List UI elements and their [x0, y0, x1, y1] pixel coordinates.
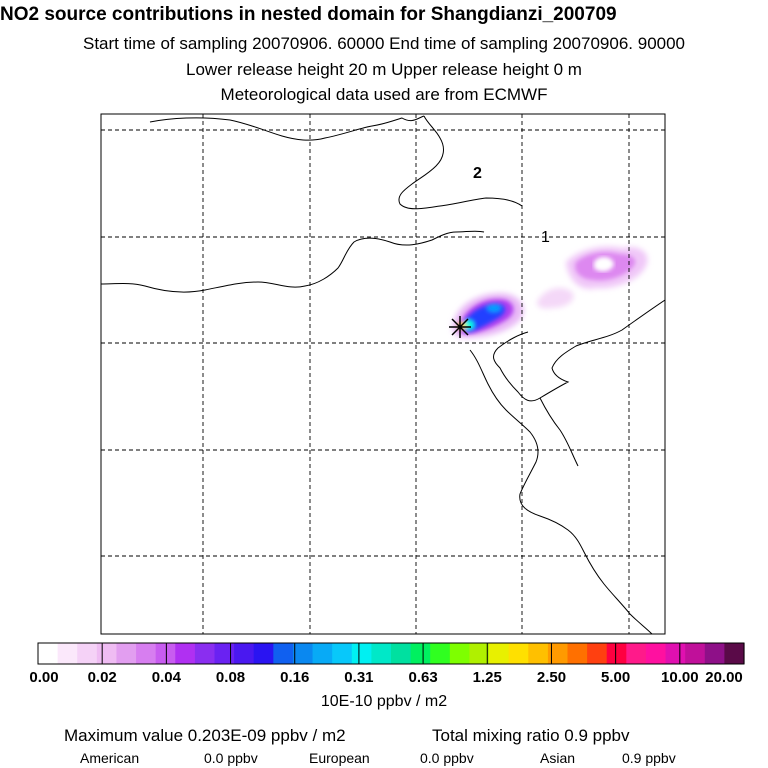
total-mixing-ratio: Total mixing ratio 0.9 ppbv [432, 726, 630, 745]
coastline-north [149, 115, 425, 141]
colorbar-cell [273, 643, 294, 664]
plume-cyan-core [487, 304, 501, 312]
coastline-bohai-north [398, 115, 523, 210]
colorbar-cells [38, 643, 745, 664]
colorbar-tick-label: 20.00 [705, 669, 743, 686]
colorbar-tick-label: 0.02 [87, 669, 117, 686]
contrib-value-asian: 0.9 ppbv [622, 750, 676, 766]
map-background [101, 114, 665, 634]
colorbar-tick-label: 2.50 [536, 669, 567, 686]
colorbar-cell [292, 643, 314, 664]
colorbar-frame [37, 642, 745, 665]
colorbar-cell [449, 643, 471, 664]
colorbar-cell [567, 643, 588, 664]
colorbar-tick-label: 1.25 [472, 669, 502, 686]
colorbar-cell [489, 643, 510, 664]
plume-hole [594, 256, 614, 272]
colorbar-cell [332, 643, 353, 664]
colorbar-cell [547, 643, 569, 664]
colorbar-cell [371, 643, 392, 664]
page-title: NO2 source contributions in nested domai… [0, 4, 617, 25]
colorbar-cell [685, 643, 706, 664]
colorbar-cell [391, 643, 412, 664]
colorbar-cell [626, 643, 647, 664]
colorbar-cell [469, 643, 490, 664]
colorbar-cell [253, 643, 274, 664]
sampling-times: Start time of sampling 20070906. 60000 E… [82, 34, 686, 53]
colorbar-cell [587, 643, 608, 664]
colorbar-cell [38, 643, 59, 664]
meteo-source: Meteorological data used are from ECMWF [220, 85, 548, 104]
colorbar-cell [116, 643, 137, 664]
colorbar-tick-label: 0.04 [151, 669, 181, 686]
colorbar-cell [136, 643, 157, 664]
colorbar-tick-label: 0.16 [280, 669, 310, 686]
release-heights: Lower release height 20 m Upper release … [186, 60, 582, 79]
colorbar-tick-label: 5.00 [601, 669, 631, 686]
contrib-name-asian: Asian [540, 750, 576, 766]
colorbar-cell [234, 643, 255, 664]
colorbar-cell [645, 643, 667, 664]
colorbar-tick-label: 0.00 [29, 669, 59, 686]
max-value: Maximum value 0.203E-09 ppbv / m2 [64, 726, 346, 745]
colorbar-cell [528, 643, 549, 664]
colorbar-tick-label: 10.00 [661, 669, 699, 686]
colorbar-cell [57, 643, 78, 664]
colorbar-cell [665, 643, 686, 664]
colorbar-cell [410, 643, 431, 664]
colorbar-cell [96, 643, 118, 664]
colorbar-cell [724, 643, 745, 664]
coastline-east-bay [539, 397, 579, 467]
colorbar-cell [704, 643, 725, 664]
coastline-shandong [493, 299, 665, 402]
grid-label-1: 1 [541, 229, 550, 246]
colorbar-tick-label: 0.63 [408, 669, 438, 686]
colorbar-cell [312, 643, 333, 664]
graticule [101, 114, 665, 634]
colorbar-cell [175, 643, 196, 664]
colorbar-cell [155, 643, 176, 664]
grid-label-2: 2 [473, 165, 482, 182]
colorbar-cell [194, 643, 216, 664]
colorbar-separators [101, 643, 681, 664]
colorbar-unit: 10E-10 ppbv / m2 [320, 693, 448, 710]
colorbar-cell [77, 643, 98, 664]
contrib-value-american: 0.0 ppbv [204, 750, 258, 766]
contrib-name-american: American [80, 750, 140, 766]
colorbar-cell [508, 643, 529, 664]
plume-middle-patch [536, 287, 574, 309]
colorbar-cell [430, 643, 451, 664]
colorbar-tick-label: 0.31 [344, 669, 374, 686]
coastline-south [469, 349, 653, 634]
colorbar-cell [606, 643, 627, 664]
map-frame [100, 113, 666, 635]
star-marker-icon [449, 316, 471, 338]
colorbar-cell [214, 643, 235, 664]
contrib-value-european: 0.0 ppbv [420, 750, 474, 766]
colorbar-cell [351, 643, 372, 664]
colorbar-tick-label: 0.08 [215, 669, 246, 686]
contrib-name-european: European [309, 750, 370, 766]
